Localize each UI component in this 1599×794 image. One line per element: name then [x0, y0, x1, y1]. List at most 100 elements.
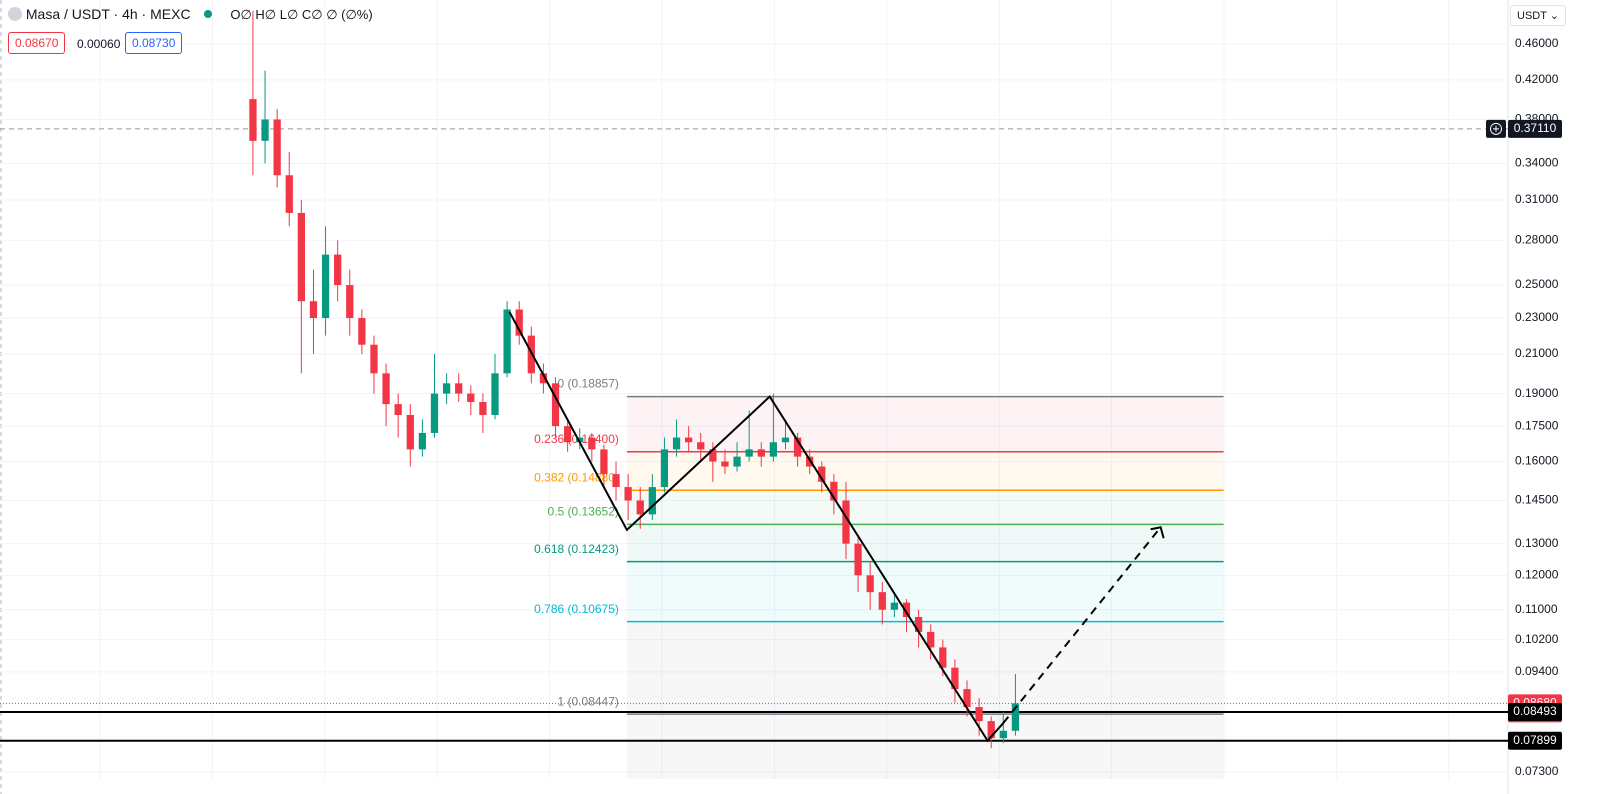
- symbol-bar: Masa / USDT · 4h · MEXC O∅ H∅ L∅ C∅ ∅ (∅…: [8, 6, 373, 23]
- candle-body: [745, 449, 753, 457]
- candle-body: [757, 449, 765, 457]
- candle-body: [261, 119, 269, 141]
- candle-body: [1011, 703, 1020, 731]
- candle-body: [321, 254, 330, 319]
- price-tag: [1508, 119, 1562, 138]
- currency-select[interactable]: USDT ⌄: [1510, 5, 1567, 26]
- candle-body: [442, 383, 451, 394]
- candle-body: [624, 487, 632, 501]
- candle-body: [939, 647, 947, 668]
- candle-body: [975, 707, 983, 722]
- candle-body: [455, 383, 463, 394]
- y-tick-label: 0.34000: [1515, 156, 1559, 170]
- candle-body: [927, 631, 935, 648]
- currency: USDT: [1517, 10, 1547, 22]
- arrow-head: [1150, 526, 1165, 539]
- candle-body: [648, 487, 656, 515]
- fib-label: 0.786 (0.10675): [534, 602, 619, 616]
- candle-body: [370, 344, 378, 374]
- price-tag-label: 0.08493: [1513, 704, 1557, 718]
- trend-drawing: [508, 311, 1005, 743]
- candle-body: [709, 449, 717, 462]
- candle-body: [600, 449, 608, 475]
- candle-body: [914, 616, 923, 632]
- y-tick-label: 0.46000: [1515, 36, 1559, 50]
- candle-body: [297, 212, 305, 302]
- candle-body: [721, 461, 729, 467]
- fib-label: 1 (0.08447): [558, 694, 619, 708]
- candle-body: [660, 449, 669, 488]
- candle-body: [551, 383, 560, 427]
- candle-body: [346, 285, 354, 319]
- candle-body: [793, 437, 802, 457]
- ohlc-text: O∅ H∅ L∅ C∅ ∅ (∅%): [230, 7, 373, 22]
- fib-zone: [626, 621, 1224, 715]
- y-tick-label: 0.10200: [1515, 632, 1559, 646]
- candle-body: [588, 437, 596, 450]
- bid-button[interactable]: 0.08670: [8, 32, 66, 54]
- y-tick-label: 0.16000: [1515, 454, 1559, 468]
- candle-body: [418, 432, 427, 450]
- candle-body: [854, 543, 862, 576]
- candle-body: [309, 301, 318, 319]
- y-tick-label: 0.31000: [1515, 192, 1559, 206]
- y-tick-label: 0.42000: [1515, 72, 1559, 86]
- candle-body: [866, 575, 874, 593]
- fib-zone: [626, 524, 1224, 562]
- candle-body: [515, 309, 523, 336]
- y-tick-label: 0.21000: [1515, 346, 1559, 360]
- candle-body: [672, 437, 681, 450]
- fib-zone: [626, 561, 1224, 622]
- candle-body: [467, 393, 475, 403]
- y-tick-label: 0.23000: [1515, 310, 1559, 324]
- symbol[interactable]: Masa / USDT · 4h · MEXC: [25, 6, 191, 22]
- price-tag-label: 0.07899: [1513, 733, 1557, 747]
- candle-body: [334, 254, 342, 286]
- candle-body: [818, 466, 826, 482]
- fib-label: 0.5 (0.13652): [548, 504, 619, 518]
- candle-body: [382, 373, 390, 405]
- plus-icon: [1493, 125, 1499, 132]
- y-tick-label: 0.25000: [1515, 277, 1559, 291]
- fib-zone: [626, 396, 1224, 452]
- price-tag-label: 0.37110: [1514, 121, 1557, 135]
- candle-body: [503, 309, 511, 374]
- candle-body: [285, 175, 293, 213]
- candle-body: [394, 404, 402, 415]
- fib-zone: [626, 490, 1224, 525]
- y-tick-label: 0.17500: [1515, 418, 1559, 432]
- candle-body: [430, 393, 439, 433]
- plus-icon: [1490, 122, 1502, 135]
- y-tick-label: 0.28000: [1515, 232, 1559, 246]
- candle-body: [806, 456, 814, 467]
- y-tick-label: 0.07300: [1515, 764, 1559, 778]
- candle-body: [963, 689, 971, 708]
- y-tick-label: 0.12000: [1515, 567, 1559, 581]
- fib-label: 0.618 (0.12423): [534, 542, 619, 556]
- candle-body: [890, 602, 899, 610]
- candle-body: [842, 500, 850, 544]
- candle-body: [951, 667, 959, 690]
- ask-button[interactable]: 0.08730: [125, 32, 183, 54]
- candle-body: [902, 602, 911, 617]
- candle-body: [563, 426, 572, 443]
- candle-body: [249, 99, 257, 141]
- candle-body: [636, 500, 644, 515]
- y-tick-label: 0.19000: [1515, 386, 1559, 400]
- candle-body: [273, 119, 281, 176]
- fib-label: 0 (0.18857): [558, 377, 619, 391]
- candle-body: [479, 402, 487, 415]
- candle-body: [830, 481, 838, 501]
- candle-body: [781, 437, 790, 443]
- candle-body: [539, 373, 548, 384]
- candle-body: [576, 437, 584, 443]
- fib-zone: [626, 451, 1224, 491]
- candle-body: [769, 442, 777, 457]
- y-tick-label: 0.14500: [1515, 493, 1559, 507]
- candle-body: [406, 414, 414, 450]
- spread: 0.00060: [77, 37, 121, 51]
- y-tick-label: 0.11000: [1515, 602, 1558, 616]
- price-tag: [1508, 731, 1562, 750]
